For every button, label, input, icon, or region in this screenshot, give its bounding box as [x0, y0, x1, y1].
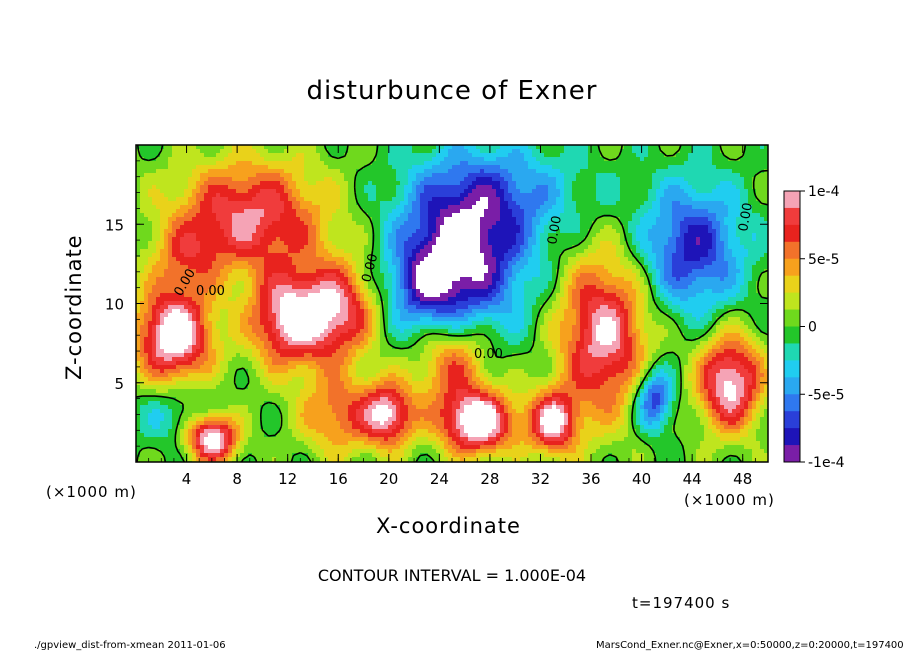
colorbar-segment [784, 207, 800, 226]
colorbar-segment [784, 377, 800, 395]
x-tick-label: 36 [581, 470, 600, 488]
contour-interval-text: CONTOUR INTERVAL = 1.000E-04 [317, 566, 587, 585]
y-tick-label: 5 [114, 375, 124, 393]
x-axis-label: X-coordinate [376, 514, 521, 538]
x-tick-label: 32 [531, 470, 550, 488]
x-tick-label: 48 [733, 470, 752, 488]
colorbar-segment [784, 326, 800, 344]
x-tick-label: 28 [480, 470, 499, 488]
x-axis-unit: (×1000 m) [684, 491, 775, 509]
colorbar-tick-label: -1e-4 [808, 455, 845, 471]
colorbar-segment [784, 360, 800, 378]
time-label: t=197400 s [632, 594, 731, 612]
x-tick-label: 40 [632, 470, 651, 488]
colorbar-segment [784, 224, 800, 243]
contour-label: 0.00 [359, 252, 381, 284]
colorbar-tick-label: 0 [808, 320, 817, 336]
contour-label: 0.00 [545, 215, 565, 246]
x-tick-label: 12 [278, 470, 297, 488]
colorbar-segment [784, 191, 800, 209]
y-tick-label: 10 [105, 296, 124, 314]
y-tick-label: 15 [105, 216, 124, 234]
contour-label: 0.00 [196, 284, 225, 299]
colorbar-segment [784, 445, 800, 463]
zero-contour-lines [135, 144, 769, 463]
colorbar-segment [784, 258, 800, 277]
x-tick-label: 20 [379, 470, 398, 488]
colorbar-segment [784, 411, 800, 429]
colorbar-tick-label: 5e-5 [808, 252, 839, 268]
x-tick-label: 44 [683, 470, 702, 488]
y-axis-unit: (×1000 m) [46, 483, 137, 501]
colorbar-segment [784, 343, 800, 361]
footer-file-info: MarsCond_Exner.nc@Exner,x=0:50000,z=0:20… [596, 640, 904, 651]
colorbar-tick-label: -5e-5 [808, 387, 845, 403]
heatmap-cells [136, 145, 769, 463]
contour-label: 0.00 [474, 347, 503, 362]
colorbar-tick-label: 1e-4 [808, 184, 840, 200]
y-axis-label: Z-coordinate [62, 234, 86, 380]
colorbar-segment [784, 241, 800, 260]
contour-label: 0.00 [736, 202, 756, 233]
colorbar-segment [784, 309, 800, 327]
colorbar-segment [784, 428, 800, 446]
colorbar-segment [784, 292, 800, 311]
x-tick-label: 8 [232, 470, 242, 488]
x-tick-label: 4 [182, 470, 192, 488]
chart-title: disturbunce of Exner [306, 76, 598, 106]
colorbar-segment [784, 394, 800, 412]
x-tick-label: 24 [430, 470, 449, 488]
colorbar-segment [784, 275, 800, 294]
x-tick-label: 16 [329, 470, 348, 488]
footer-script-info: ./gpview_dist-from-xmean 2011-01-06 [34, 640, 226, 651]
